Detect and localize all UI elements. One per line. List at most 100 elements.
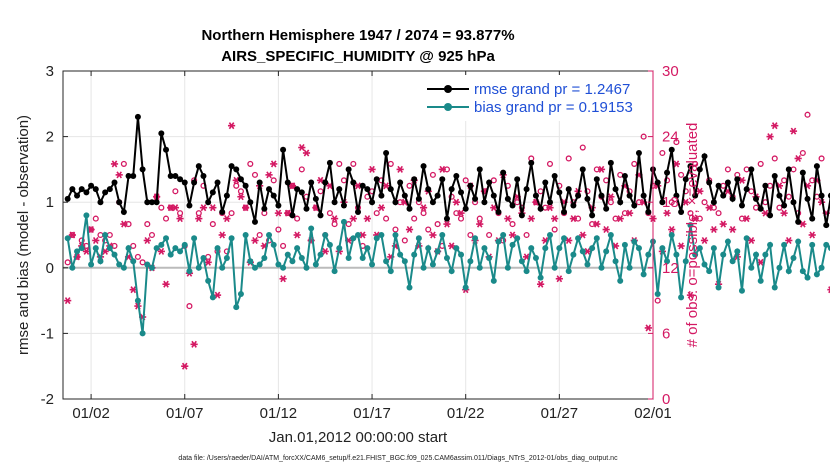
obs-possible-marker [748,188,755,195]
bias-point [153,245,160,252]
obs-evaluated-marker [195,215,203,223]
bias-point [781,241,788,248]
bias-point [720,251,727,258]
obs-evaluated-marker [710,226,718,234]
bias-point [776,264,783,271]
bias-point [69,264,76,271]
bias-point [771,284,778,291]
obs-possible-marker [401,237,408,244]
rmse-point [593,176,600,183]
obs-evaluated-stroke [748,236,755,244]
obs-evaluated-stroke [584,247,591,255]
bias-point [710,245,717,252]
obs-possible-marker [818,155,825,162]
bias-point [92,245,99,252]
bias-point [509,241,516,248]
rmse-point [200,172,207,179]
bias-point [565,268,572,275]
y2-axis-label: # of obs: o=possible; ×=evaluated [684,123,701,348]
obs-evaluated-stroke [828,289,830,294]
bias-point [724,238,731,245]
obs-evaluated-marker [780,209,788,217]
rmse-point [186,202,193,209]
obs-evaluated-marker [382,182,390,190]
obs-evaluated-marker [110,160,119,168]
obs-possible-marker [167,204,174,211]
obs-possible-marker [195,210,202,217]
rmse-point [472,195,479,202]
obs-possible-marker [284,210,291,217]
obs-evaluated-stroke [191,340,197,348]
obs-evaluated-marker [190,340,198,348]
rmse-point [785,166,792,173]
bias-point [645,251,652,258]
bias-point [383,258,390,265]
rmse-point [359,182,366,189]
obs-evaluated-marker [293,231,301,239]
bias-point [177,248,184,255]
bias-point [462,284,469,291]
obs-possible-marker [247,160,254,167]
rmse-point [284,179,291,186]
obs-evaluated-stroke [195,215,202,223]
bias-point [397,251,404,258]
bias-point [823,241,830,248]
rmse-point [514,176,521,183]
bias-point [579,248,586,255]
obs-evaluated-stroke [757,258,764,266]
bias-point [163,235,170,242]
obs-possible-marker [383,215,390,222]
bias-point [345,254,352,261]
y2-tick-label: 12 [662,260,679,277]
legend-marker-rmse [444,85,452,93]
obs-evaluated-stroke [224,215,230,223]
obs-evaluated-stroke [537,280,544,288]
rmse-point [139,166,146,173]
bias-point [116,261,123,268]
obs-evaluated-stroke [490,204,497,212]
obs-possible-marker [757,160,764,167]
obs-evaluated-stroke [205,258,211,266]
obs-evaluated-marker [143,236,151,244]
rmse-point [237,176,244,183]
bias-point [443,254,450,261]
obs-evaluated-marker [181,362,189,370]
bias-point [289,258,296,265]
obs-possible-marker [158,204,165,211]
bias-point [331,268,338,275]
bias-point [575,235,582,242]
obs-evaluated-stroke [771,122,778,130]
rmse-point [598,192,605,199]
obs-evaluated-stroke [453,198,460,206]
obs-possible-marker [406,182,413,189]
legend: rmse grand pr = 1.2467 bias grand pr = 0… [420,75,648,121]
obs-evaluated-stroke [706,204,713,212]
obs-evaluated-stroke [116,171,123,179]
obs-possible-marker [345,221,352,228]
rmse-point [692,192,699,199]
obs-evaluated-marker [700,236,709,244]
rmse-point [406,205,413,212]
obs-evaluated-stroke [785,236,792,244]
rmse-point [251,218,258,225]
legend-marker-bias [444,103,452,111]
bias-point [280,264,287,271]
bias-point [237,291,244,298]
bias-point [635,245,642,252]
bias-point [219,264,226,271]
bias-point [251,264,258,271]
legend-box [420,75,648,121]
obs-possible-marker [237,188,244,195]
obs-possible-marker [804,111,811,118]
obs-evaluated-stroke [397,165,403,173]
rmse-point [584,195,591,202]
obs-evaluated-stroke [692,215,698,223]
rmse-point [401,192,408,199]
obs-possible-marker [148,231,156,239]
obs-evaluated-marker [157,247,165,255]
rmse-point [640,192,647,199]
rmse-point [532,192,539,199]
bias-point [640,271,647,278]
obs-possible-marker [134,253,141,260]
bias-point [392,232,399,238]
